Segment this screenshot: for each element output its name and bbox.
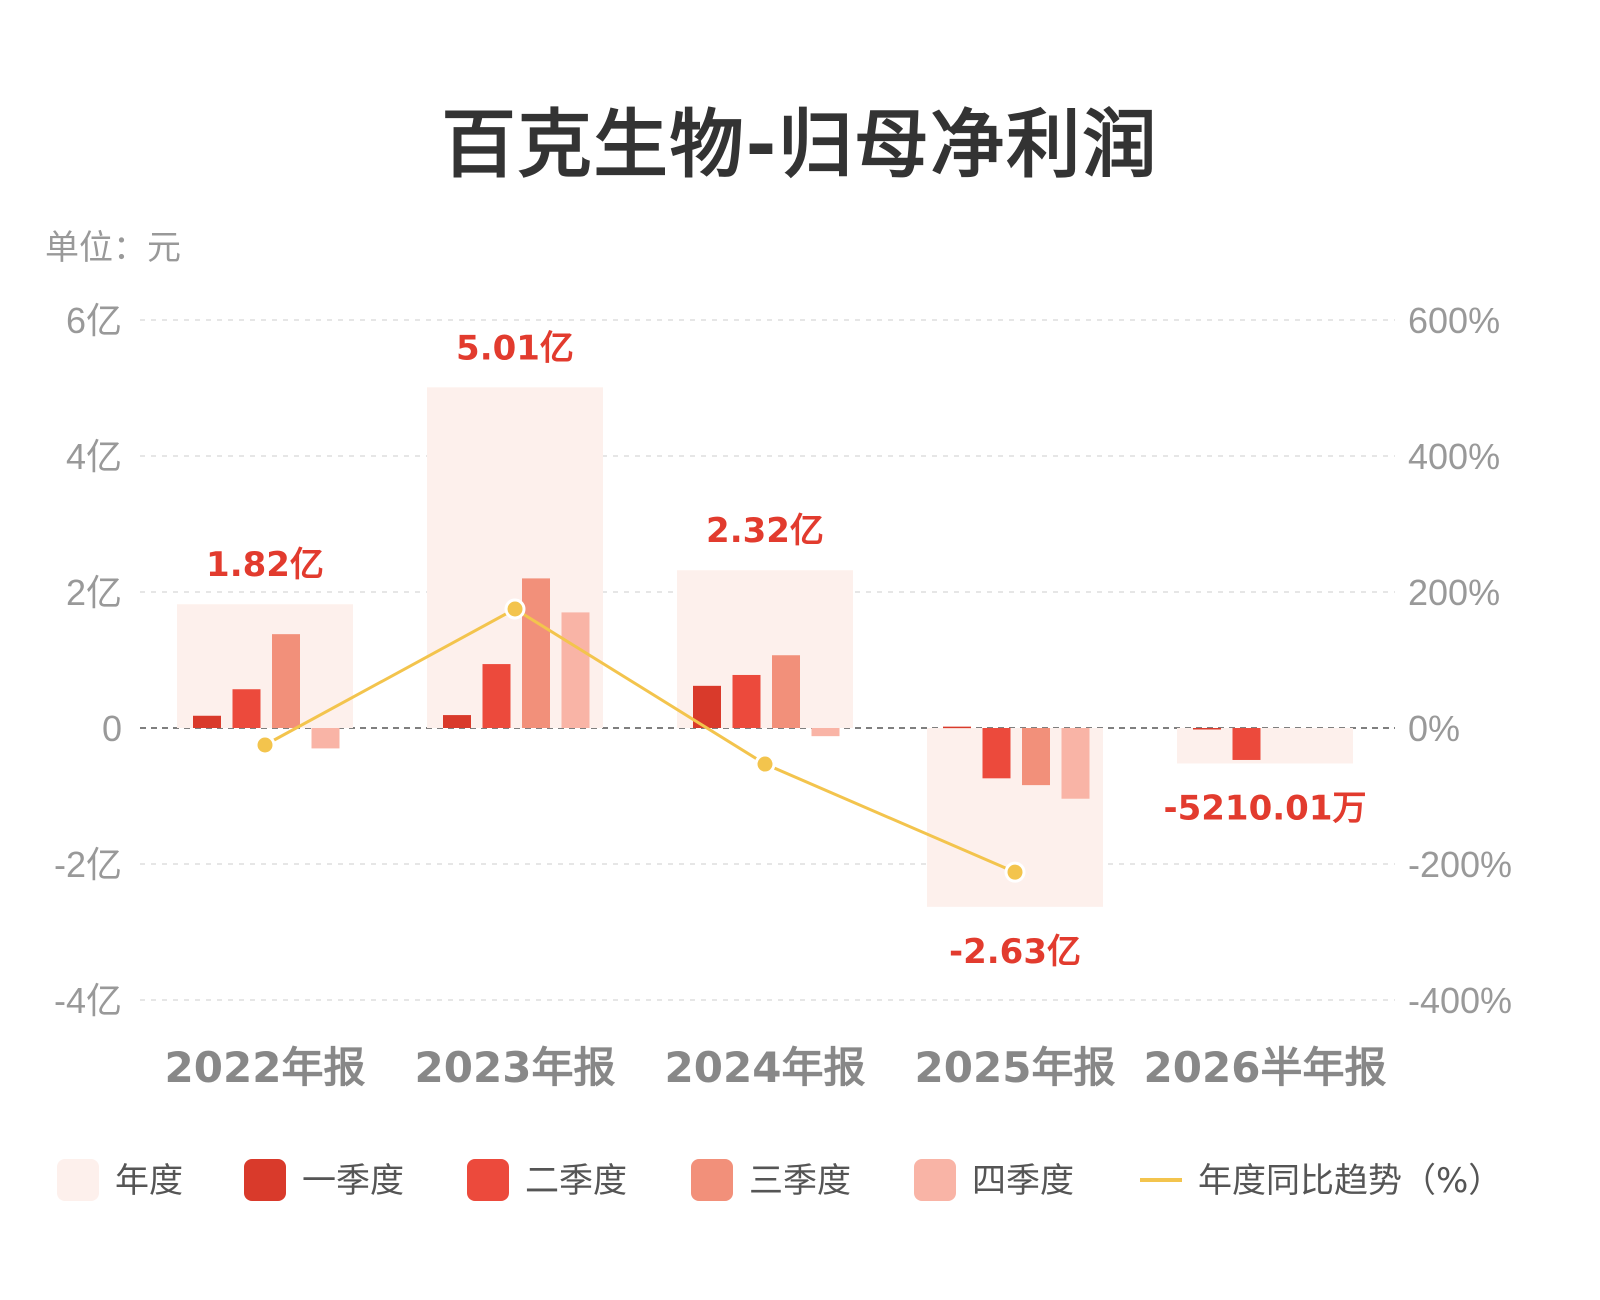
y-right-tick-label: -400% [1408,980,1512,1021]
quarter-bar-3 [522,578,550,728]
trend-line [264,607,1016,874]
legend-swatch-q3 [691,1159,733,1201]
quarter-bar-1 [193,715,221,728]
annual-value-label: 5.01亿 [456,328,574,368]
quarter-bar-4 [311,728,340,749]
y-left-tick-label: 6亿 [66,300,122,341]
legend-swatch-q2 [467,1159,509,1201]
y-left-tick-label: 4亿 [66,436,122,477]
quarter-bar-3 [1022,728,1050,786]
x-axis-label: 2022年报 [165,1043,366,1092]
legend-label: 二季度 [525,1161,627,1201]
quarter-bar-4 [811,728,840,737]
quarter-bar-2 [232,689,261,728]
annual-bar [177,604,353,728]
y-right-tick-label: 200% [1408,572,1500,613]
legend-label: 四季度 [972,1161,1074,1201]
quarter-bar-4 [561,612,590,728]
quarter-bar-4 [1061,728,1090,799]
annual-bar [1177,728,1353,764]
annual-value-label: -5210.01万 [1164,788,1367,828]
quarter-bar-3 [272,634,300,728]
x-axis-label: 2023年报 [415,1043,616,1092]
quarter-bar-2 [982,728,1011,779]
y-left-tick-label: 0 [102,708,122,749]
annual-value-label: -2.63亿 [949,932,1081,972]
x-axis-label: 2025年报 [915,1043,1116,1092]
trend-point [754,753,776,775]
quarter-bar-1 [943,726,971,729]
legend-swatch-q4 [914,1159,956,1201]
y-right-tick-label: -200% [1408,844,1512,885]
unit-label: 单位：元 [45,228,181,268]
quarter-bar-1 [443,715,471,728]
annual-value-label: 1.82亿 [206,545,324,585]
chart-title: 百克生物-归母净利润 [441,102,1159,188]
quarter-bar-1 [1193,728,1221,730]
trend-point [1004,861,1026,883]
x-axis-label: 2024年报 [665,1043,866,1092]
trend-point [504,598,526,620]
annual-value-label: 2.32亿 [706,511,824,551]
y-right-tick-label: 0% [1408,708,1460,749]
legend-label: 年度 [115,1161,183,1201]
legend-label: 年度同比趋势（%） [1198,1161,1502,1201]
trend-point [254,734,276,756]
y-right-tick-label: 600% [1408,300,1500,341]
y-left-tick-label: -2亿 [54,844,122,885]
y-right-tick-label: 400% [1408,436,1500,477]
y-left-tick-label: 2亿 [66,572,122,613]
legend-label: 一季度 [302,1161,404,1201]
legend-swatch-annual [57,1159,99,1201]
y-left-tick-label: -4亿 [54,980,122,1021]
legend-swatch-q1 [244,1159,286,1201]
quarter-bar-3 [772,655,800,728]
legend-label: 三季度 [749,1161,851,1201]
quarter-bar-2 [1232,728,1261,760]
quarter-bar-2 [482,664,511,728]
quarter-bar-2 [732,674,761,728]
x-axis-label: 2026半年报 [1144,1043,1387,1092]
